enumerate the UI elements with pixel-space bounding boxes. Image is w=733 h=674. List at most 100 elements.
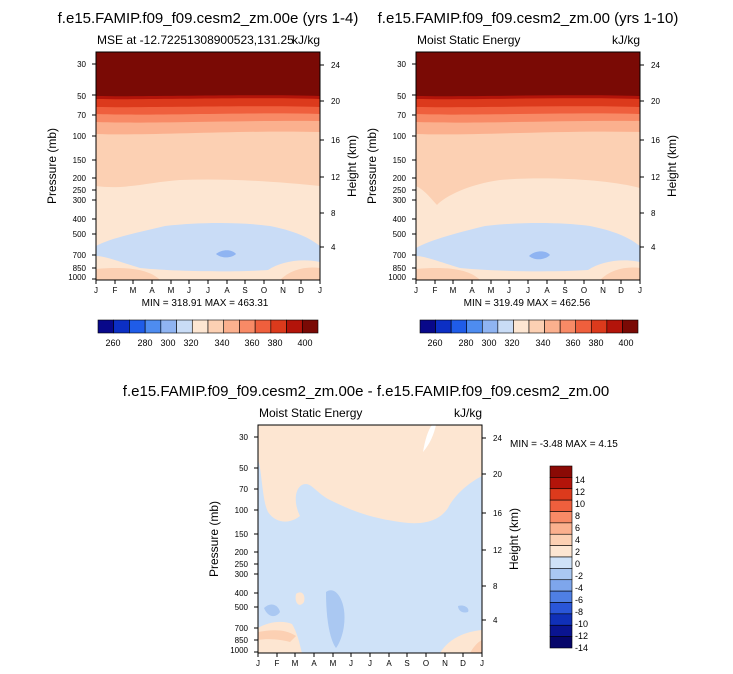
contour-fill-2-4-east bbox=[470, 640, 482, 653]
panel-b-y-ticks: 30 50 70 100 150 200 250 300 400 500 700… bbox=[388, 60, 406, 282]
panel-b-stats: MIN = 319.49 MAX = 462.56 bbox=[464, 298, 591, 309]
x-tick: J bbox=[368, 659, 372, 668]
y-tick: 50 bbox=[77, 92, 86, 101]
colorbar-swatch bbox=[606, 319, 623, 334]
panel-a-x-ticks: J F M A M J J A S O N D J bbox=[94, 286, 322, 295]
colorbar-labels: 14 12 10 8 6 4 2 0 -2 -4 -6 -8 -10 -12 -… bbox=[575, 475, 588, 653]
panel-c-y-tick-marks bbox=[254, 436, 258, 653]
x-tick: M bbox=[450, 286, 457, 295]
y-tick: 300 bbox=[235, 570, 249, 579]
panel-c-ylabel: Pressure (mb) bbox=[207, 501, 221, 577]
colorbar-swatch bbox=[144, 319, 162, 334]
y-tick: 1000 bbox=[68, 273, 86, 282]
x-tick: A bbox=[544, 286, 550, 295]
height-tick: 20 bbox=[331, 97, 340, 106]
colorbar-swatch bbox=[549, 556, 573, 569]
colorbar-labels: 260 280 300 320 340 360 380 400 bbox=[427, 338, 633, 348]
colorbar-label: 360 bbox=[244, 338, 259, 348]
colorbar-swatches bbox=[549, 465, 573, 649]
x-tick: D bbox=[618, 286, 624, 295]
colorbar-label: 340 bbox=[214, 338, 229, 348]
height-tick: 16 bbox=[493, 509, 502, 518]
panel-b-contours bbox=[416, 52, 640, 280]
colorbar-swatch bbox=[528, 319, 545, 334]
x-tick: O bbox=[581, 286, 587, 295]
colorbar-swatch bbox=[549, 624, 573, 637]
panel-b-x-ticks: J F M A M J J A S O N D J bbox=[414, 286, 642, 295]
panel-b-ylabel-right: Height (km) bbox=[665, 135, 679, 197]
x-tick: S bbox=[242, 286, 247, 295]
x-tick: J bbox=[206, 286, 210, 295]
contour-fill-negative-2-4-west bbox=[264, 604, 280, 617]
colorbar-label: 320 bbox=[504, 338, 519, 348]
colorbar-label: -4 bbox=[575, 583, 583, 593]
colorbar-label: 10 bbox=[575, 499, 585, 509]
x-tick: M bbox=[292, 659, 299, 668]
colorbar-swatch bbox=[513, 319, 530, 334]
y-tick: 850 bbox=[73, 264, 87, 273]
height-tick: 20 bbox=[493, 470, 502, 479]
panel-b-x-tick-marks bbox=[415, 280, 641, 284]
contour-fill-2-4 bbox=[258, 630, 296, 642]
x-tick: J bbox=[638, 286, 642, 295]
colorbar-swatch bbox=[549, 636, 573, 649]
x-tick: M bbox=[488, 286, 495, 295]
contour-fill-330-340 bbox=[96, 223, 320, 272]
colorbar-label: -14 bbox=[575, 643, 588, 653]
colorbar-label: -10 bbox=[575, 619, 588, 629]
y-tick: 700 bbox=[235, 624, 249, 633]
panel-a-y-right-ticks: 24 20 16 12 8 4 bbox=[331, 61, 340, 252]
contour-fill-surface-east bbox=[280, 267, 320, 280]
panel-c-contours bbox=[258, 425, 482, 653]
panel-c-right-label: kJ/kg bbox=[454, 406, 482, 420]
contour-fill-320-330 bbox=[529, 251, 550, 260]
y-tick: 150 bbox=[73, 156, 87, 165]
height-tick: 12 bbox=[651, 173, 660, 182]
colorbar-swatch bbox=[549, 613, 573, 626]
colorbar-swatch bbox=[590, 319, 608, 334]
panel-c-left-label: Moist Static Energy bbox=[259, 406, 362, 420]
panel-c-colorbar: 14 12 10 8 6 4 2 0 -2 -4 -6 -8 -10 -12 -… bbox=[549, 465, 588, 653]
y-tick: 30 bbox=[239, 433, 248, 442]
colorbar-label: -12 bbox=[575, 631, 588, 641]
contour-fill-above-400 bbox=[96, 52, 320, 97]
y-tick: 200 bbox=[393, 174, 407, 183]
colorbar-swatch bbox=[466, 319, 483, 334]
panel-c-y-right-ticks: 24 20 16 12 8 4 bbox=[493, 434, 502, 625]
colorbar-swatch bbox=[549, 545, 573, 558]
height-tick: 16 bbox=[331, 136, 340, 145]
colorbar-label: 2 bbox=[575, 547, 580, 557]
colorbar-label: 280 bbox=[458, 338, 473, 348]
colorbar-swatch bbox=[497, 319, 514, 334]
y-tick: 1000 bbox=[388, 273, 406, 282]
colorbar-swatch bbox=[239, 319, 256, 334]
colorbar-swatches bbox=[419, 319, 639, 334]
height-tick: 12 bbox=[493, 546, 502, 555]
y-tick: 70 bbox=[397, 111, 406, 120]
colorbar-label: 380 bbox=[267, 338, 282, 348]
panel-a-y-ticks: 30 50 70 100 150 200 250 300 400 500 700… bbox=[68, 60, 86, 282]
colorbar-swatch bbox=[549, 465, 573, 478]
contour-fill-negative-2-4-east bbox=[458, 605, 469, 613]
height-tick: 24 bbox=[651, 61, 660, 70]
y-tick: 500 bbox=[393, 230, 407, 239]
contour-fill-above-400 bbox=[416, 52, 640, 97]
y-tick: 150 bbox=[393, 156, 407, 165]
contour-fill-320-330 bbox=[216, 250, 236, 258]
colorbar-label: 12 bbox=[575, 487, 585, 497]
x-tick: M bbox=[168, 286, 175, 295]
y-tick: 50 bbox=[397, 92, 406, 101]
x-tick: D bbox=[298, 286, 304, 295]
panel-b-y-right-ticks: 24 20 16 12 8 4 bbox=[651, 61, 660, 252]
y-tick: 100 bbox=[73, 132, 87, 141]
panel-b-right-label: kJ/kg bbox=[612, 33, 640, 47]
panel-a-x-tick-marks bbox=[95, 280, 321, 284]
panel-b-y-tick-marks bbox=[412, 63, 416, 280]
y-tick: 1000 bbox=[230, 646, 248, 655]
colorbar-label: 260 bbox=[105, 338, 120, 348]
panel-c-x-ticks: J F M A M J J A S O N D J bbox=[256, 659, 484, 668]
x-tick: M bbox=[330, 659, 337, 668]
y-tick: 400 bbox=[73, 215, 87, 224]
colorbar-swatch bbox=[97, 319, 115, 334]
panel-b-ylabel: Pressure (mb) bbox=[365, 128, 379, 204]
